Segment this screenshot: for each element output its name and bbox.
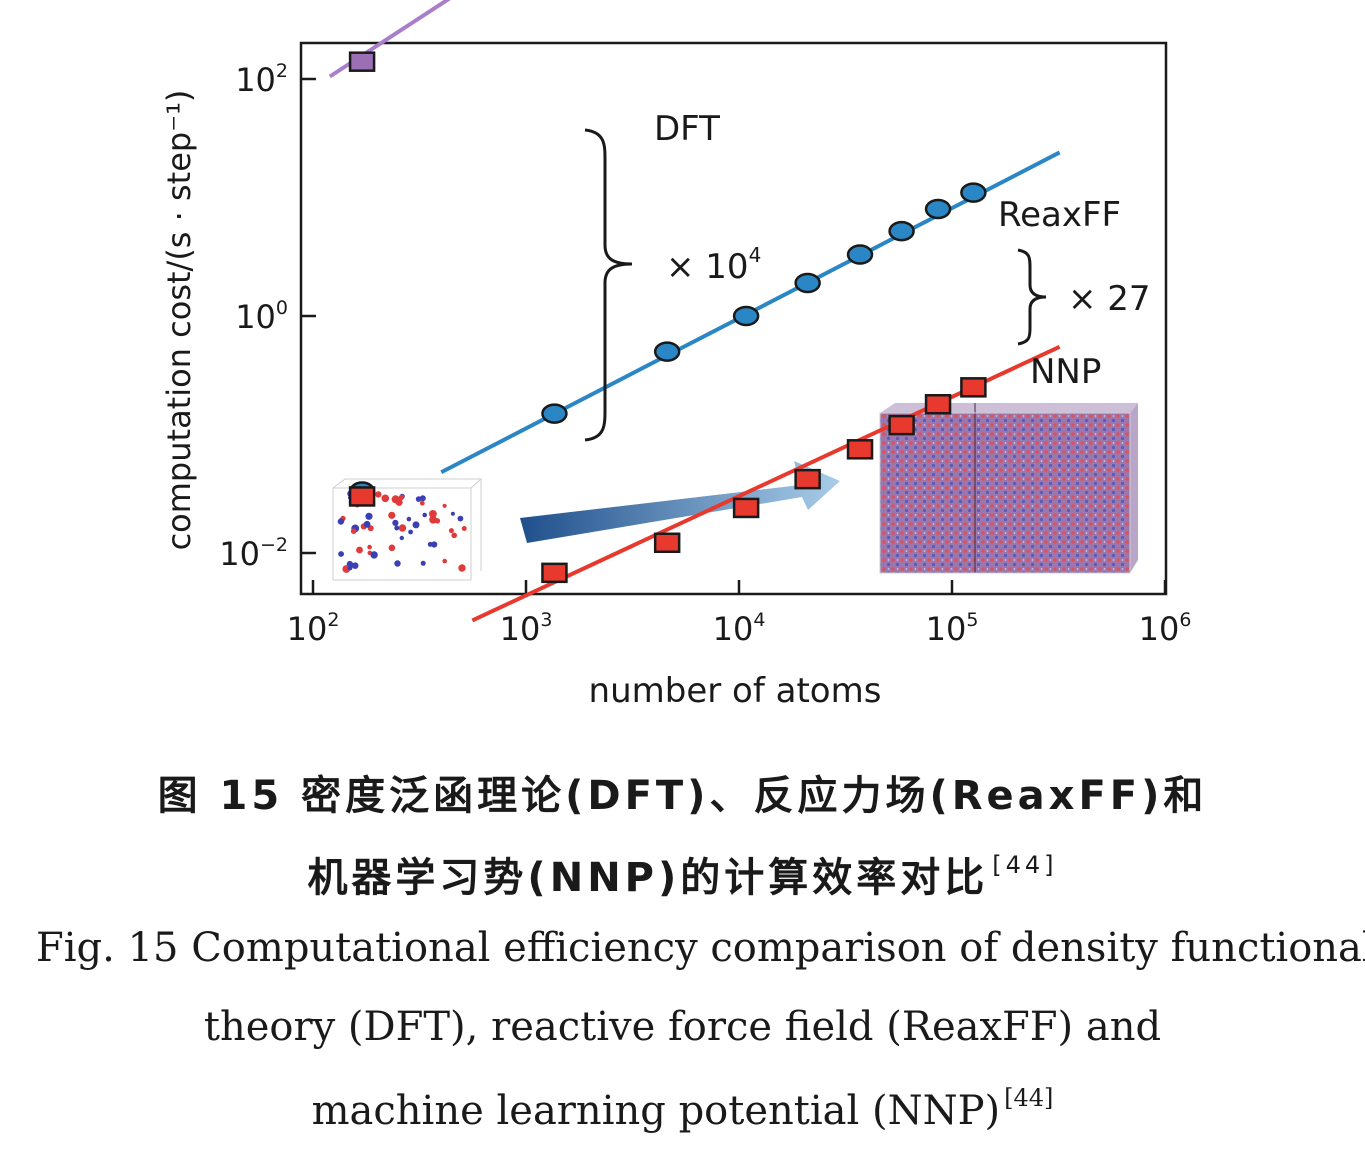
x-tick-label: 104 <box>713 609 766 648</box>
small-system-atom <box>394 560 401 567</box>
small-system-atom <box>394 525 400 531</box>
small-system-atom <box>395 498 403 506</box>
small-system-inset <box>332 478 483 581</box>
x-tick-label: 106 <box>1139 609 1192 648</box>
factor-reaxff-annotation: × 27 <box>1068 279 1151 319</box>
caption-en-line3-text: machine learning potential (NNP) <box>311 1088 1001 1134</box>
small-system-atom <box>363 520 371 528</box>
small-system-atom <box>399 535 404 541</box>
small-system-atom <box>450 511 455 516</box>
small-system-atom <box>365 512 373 520</box>
small-system-atom <box>388 544 396 552</box>
small-system-atom <box>419 500 425 506</box>
small-system-atom <box>347 565 353 571</box>
caption-en-line3: machine learning potential (NNP) [44] <box>0 1084 1365 1134</box>
x-axis-label: number of atoms <box>589 671 882 711</box>
small-system-atom <box>412 521 420 529</box>
data-point-nnp <box>794 468 821 490</box>
data-point-nnp <box>348 486 376 507</box>
small-system-atom <box>375 491 382 498</box>
data-point-reaxff <box>653 341 681 362</box>
data-point-reaxff <box>846 244 874 265</box>
y-axis-label: computation cost/(s · step⁻¹) <box>160 90 198 551</box>
small-system-atom <box>427 541 433 547</box>
series-label-reaxff: ReaxFF <box>998 195 1121 235</box>
small-system-atom <box>388 511 396 519</box>
small-system-atom <box>406 516 412 522</box>
data-point-reaxff <box>960 182 987 203</box>
small-system-atom <box>337 518 345 525</box>
data-point-reaxff <box>732 305 760 327</box>
small-system-atom <box>398 524 407 532</box>
y-tick-label: 100 <box>235 297 288 336</box>
series-label-nnp: NNP <box>1030 352 1101 392</box>
caption-en-line1: Fig. 15 Computational efficiency compari… <box>36 925 1365 971</box>
small-system-atom <box>338 551 344 557</box>
fit-line-dft <box>328 0 451 79</box>
large-system-inset <box>879 403 1138 574</box>
data-point-nnp <box>732 497 760 519</box>
data-point-nnp <box>846 439 874 460</box>
small-system-atom <box>431 541 438 548</box>
data-point-reaxff <box>541 403 568 424</box>
caption-en-line2: theory (DFT), reactive force field (Reax… <box>203 1004 1162 1050</box>
small-system-atom <box>442 558 448 564</box>
small-system-atom <box>442 503 447 508</box>
small-system-atom <box>370 551 378 559</box>
small-system-atom <box>429 510 437 518</box>
small-system-atom <box>451 532 458 539</box>
small-system-atom <box>381 494 390 503</box>
data-point-reaxff <box>888 220 915 242</box>
small-system-atom <box>461 526 467 531</box>
reaxff-nnp-brace <box>1017 248 1047 346</box>
small-system-atom <box>356 546 363 554</box>
small-system-atom <box>415 496 422 502</box>
caption-cn-line1: 图 15 密度泛函理论(DFT)、反应力场(ReaxFF)和 <box>157 773 1208 819</box>
data-point-reaxff <box>794 272 821 294</box>
scale-up-arrow <box>520 461 840 543</box>
caption-cn-line2-text: 机器学习势(NNP)的计算效率对比 <box>307 855 989 901</box>
x-tick-label: 102 <box>287 609 340 648</box>
x-tick-label: 105 <box>926 609 979 648</box>
dft-nnp-brace <box>584 128 633 442</box>
small-system-atom <box>351 562 359 569</box>
small-system-atom <box>448 528 454 534</box>
factor-dft-annotation: × 104 <box>666 243 761 287</box>
caption-en-ref: [44] <box>1004 1084 1054 1112</box>
small-system-atom <box>458 564 466 572</box>
data-point-nnp <box>924 394 952 415</box>
small-system-atom <box>429 515 437 524</box>
plot-frame <box>299 41 1168 596</box>
caption-cn-ref: [44] <box>992 851 1058 879</box>
data-point-nnp <box>960 377 987 398</box>
data-point-dft <box>348 51 376 72</box>
small-system-atom <box>408 529 413 535</box>
x-tick-label: 103 <box>500 609 553 648</box>
small-system-atom <box>422 512 428 518</box>
small-system-atom <box>350 528 357 534</box>
small-system-atom <box>457 515 464 522</box>
y-tick-label: 10−2 <box>219 534 288 573</box>
small-system-atom <box>420 560 426 566</box>
series-label-dft: DFT <box>654 109 720 149</box>
data-point-nnp <box>653 532 681 554</box>
caption-cn-line2: 机器学习势(NNP)的计算效率对比 [44] <box>0 845 1365 903</box>
small-system-atom <box>398 494 405 500</box>
data-point-reaxff <box>924 198 952 220</box>
y-tick-label: 102 <box>235 60 288 99</box>
small-system-atom <box>367 544 372 550</box>
small-system-atom <box>392 519 399 527</box>
data-point-nnp <box>541 562 568 584</box>
data-point-nnp <box>888 414 915 436</box>
